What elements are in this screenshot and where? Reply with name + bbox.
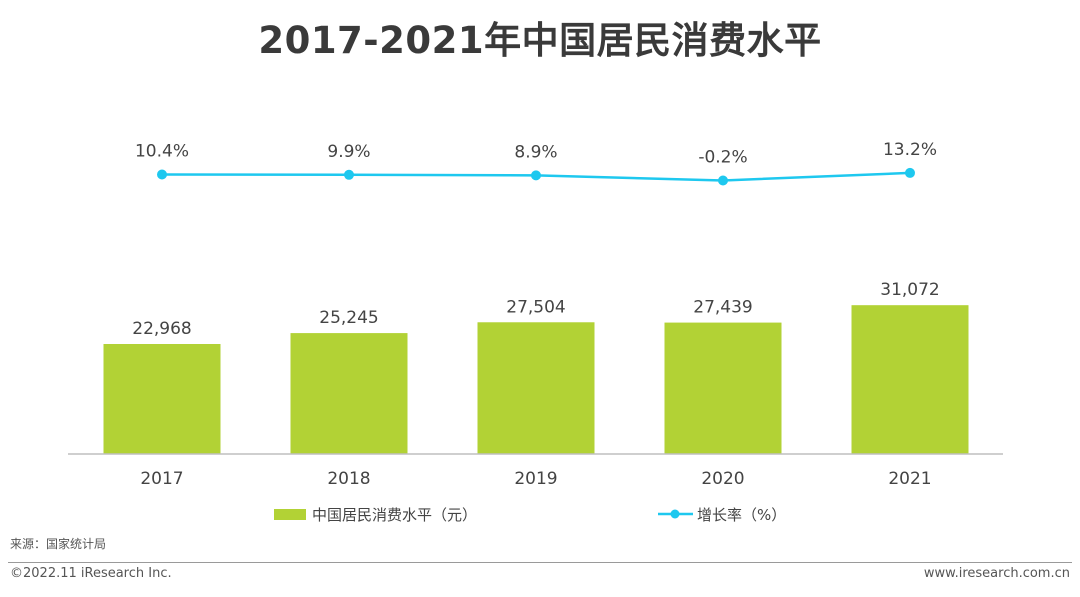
growth-value-label: 13.2% — [883, 140, 937, 160]
legend-bar-swatch — [274, 509, 306, 520]
x-tick-label: 2020 — [701, 469, 744, 489]
growth-value-label: 10.4% — [135, 142, 189, 162]
bar-value-label: 31,072 — [880, 280, 939, 300]
copyright: ©2022.11 iResearch Inc. — [10, 566, 172, 581]
growth-point — [344, 169, 354, 180]
growth-value-label: 9.9% — [327, 142, 370, 162]
legend-line-marker — [670, 509, 680, 519]
growth-value-label: 8.9% — [514, 142, 557, 162]
bars-layer: 22,968 25,245 27,504 27,439 31,072 — [103, 280, 969, 454]
bar-value-label: 22,968 — [132, 319, 191, 339]
growth-point — [531, 170, 541, 181]
source-note: 来源：国家统计局 — [10, 537, 107, 551]
bar — [851, 305, 969, 454]
footer-divider — [8, 562, 1072, 563]
bar-value-label: 27,504 — [506, 297, 565, 317]
bar-value-label: 25,245 — [319, 308, 378, 328]
growth-point — [905, 167, 915, 178]
bar — [477, 322, 595, 454]
legend-bar-label: 中国居民消费水平（元） — [312, 506, 477, 524]
growth-value-label: -0.2% — [698, 148, 747, 168]
website-link[interactable]: www.iresearch.com.cn — [923, 566, 1070, 581]
growth-line-layer: 10.4% 9.9% 8.9% -0.2% 13.2% — [135, 140, 937, 186]
legend-line-label: 增长率（%） — [697, 506, 786, 524]
x-tick-label: 2018 — [327, 469, 370, 489]
bar — [290, 333, 408, 454]
x-tick-label: 2021 — [888, 469, 931, 489]
x-tick-labels: 2017 2018 2019 2020 2021 — [140, 469, 931, 489]
bar — [103, 344, 221, 454]
bar — [664, 322, 782, 454]
x-tick-label: 2019 — [514, 469, 557, 489]
growth-point — [157, 169, 167, 180]
bar-value-label: 27,439 — [693, 298, 752, 318]
chart-title: 2017-2021年中国居民消费水平 — [258, 19, 822, 62]
legend: 中国居民消费水平（元） 增长率（%） — [274, 506, 786, 524]
growth-point — [718, 175, 728, 186]
x-tick-label: 2017 — [140, 469, 183, 489]
